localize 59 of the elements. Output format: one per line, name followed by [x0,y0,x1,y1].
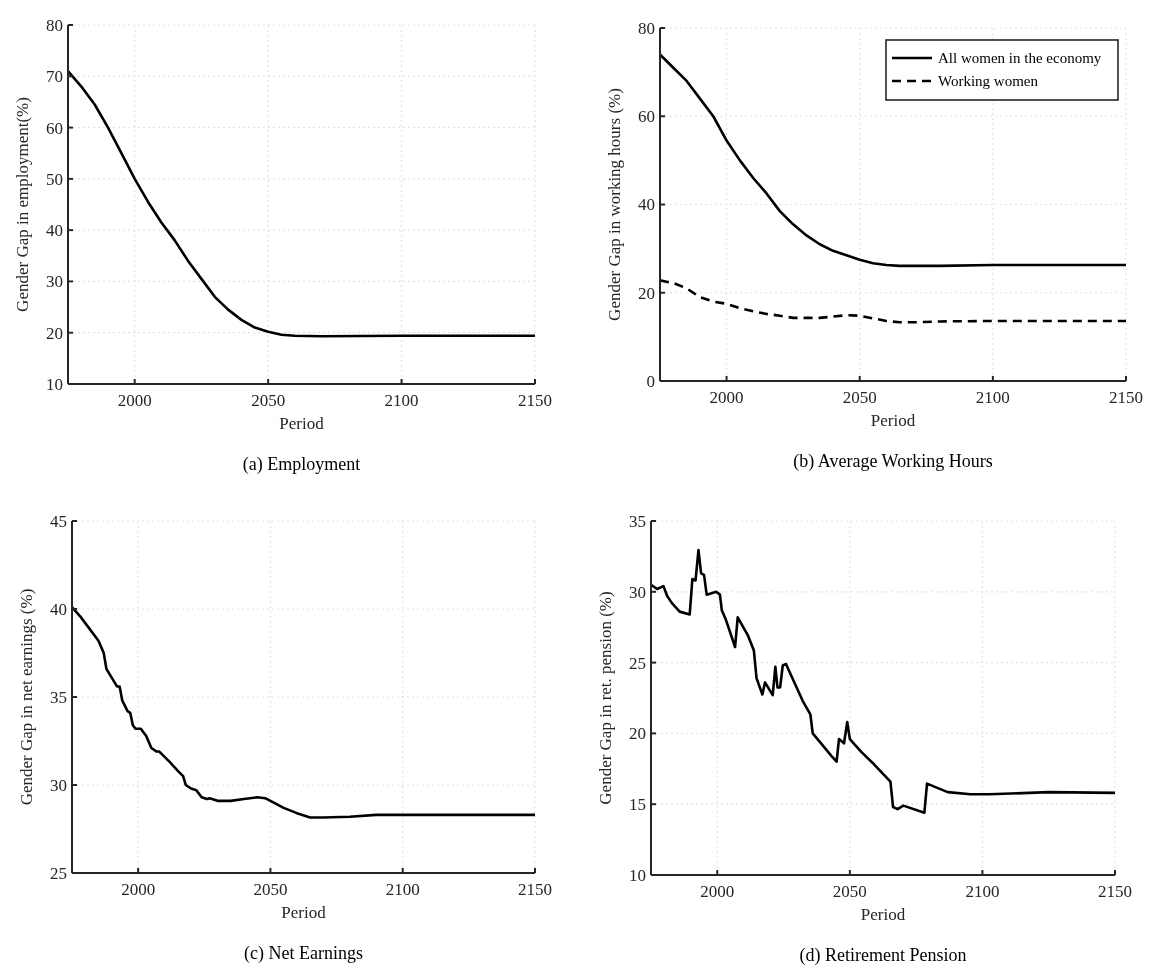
legend-label: Working women [938,73,1039,90]
text: (a) Employment [242,454,361,476]
y-tick-label: 40 [638,195,655,215]
x-tick-label: 2100 [385,880,420,899]
x-axis-title: Period [870,411,916,430]
legend-label: All women in the economy [938,50,1102,67]
text: (d) Retirement Pension [799,945,967,967]
y-tick-label: 20 [629,724,646,744]
y-tick-label: 35 [629,511,646,531]
x-tick-label: 2000 [121,880,156,899]
y-tick-label: 80 [638,18,655,38]
x-axis-title: Period [281,903,327,922]
y-tick-label: 30 [50,775,67,795]
line-series [66,69,537,338]
y-tick-label: 10 [629,865,646,885]
x-tick-label: 2150 [518,391,552,410]
y-tick-label: 10 [46,374,63,394]
y-axis-title: Gender Gap in ret. pension (%) [596,591,615,805]
y-tick-label: 45 [50,511,67,531]
y-axis-title: Gender Gap in net earnings (%) [17,588,36,806]
y-tick-label: 40 [46,221,63,241]
y-tick-label: 20 [46,323,63,343]
y-tick-label: 60 [638,107,655,127]
x-tick-label: 2100 [965,882,1000,901]
y-tick-label: 70 [46,67,63,87]
x-tick-label: 2150 [1098,882,1132,901]
y-tick-label: 25 [629,653,646,673]
y-tick-label: 0 [646,371,655,391]
x-tick-label: 2150 [518,880,552,899]
text: (c) Net Earnings [244,943,363,965]
y-axis-title: Gender Gap in employment(%) [13,97,32,312]
x-tick-label: 2100 [384,391,419,410]
line-series [70,605,537,819]
x-tick-label: 2000 [117,391,152,410]
x-tick-label: 2050 [832,882,867,901]
y-tick-label: 40 [50,599,67,619]
x-tick-label: 2150 [1109,388,1143,407]
x-tick-label: 2050 [842,388,877,407]
y-tick-label: 30 [629,582,646,602]
x-tick-label: 2000 [700,882,735,901]
x-axis-title: Period [279,414,325,433]
y-tick-label: 60 [46,118,63,138]
y-tick-label: 35 [50,687,67,707]
line-series [649,548,1117,814]
line-series [658,53,1128,268]
text: (b) Average Working Hours [793,451,993,473]
y-axis-title: Gender Gap in working hours (%) [605,88,624,321]
x-tick-label: 2050 [253,880,288,899]
y-tick-label: 80 [46,15,63,35]
y-tick-label: 20 [638,283,655,303]
y-tick-label: 50 [46,169,63,189]
line-series [658,279,1128,324]
x-tick-label: 2050 [251,391,286,410]
y-tick-label: 25 [50,863,67,883]
x-tick-label: 2100 [975,388,1010,407]
y-tick-label: 15 [629,795,646,815]
x-axis-title: Period [860,905,906,924]
y-tick-label: 30 [46,272,63,292]
x-tick-label: 2000 [709,388,744,407]
